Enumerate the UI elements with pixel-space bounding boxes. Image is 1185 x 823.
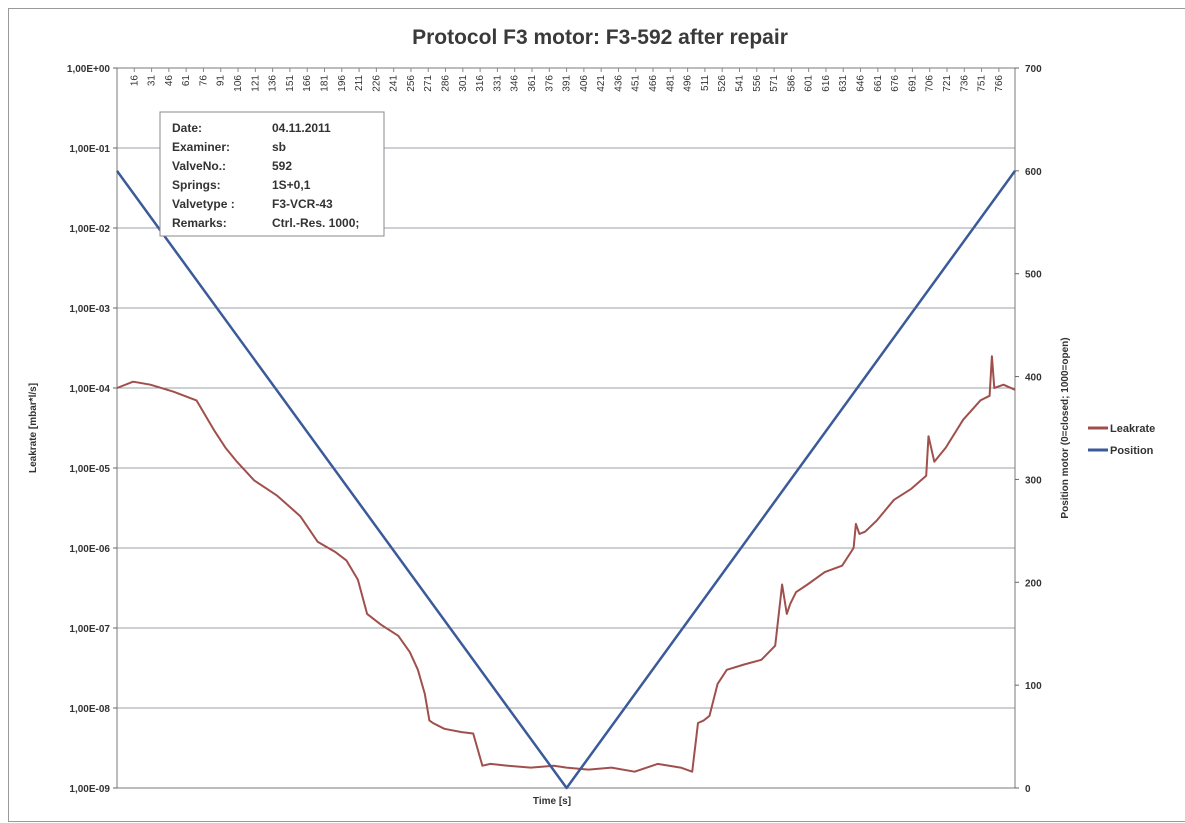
x-tick-label: 511 [700,75,711,91]
left-tick-label: 1,00E-09 [69,784,110,795]
legend: Leakrate Position [1088,423,1155,457]
x-tick-label: 31 [147,75,158,87]
right-axis-ticks: 700 600 500 400 300 200 100 0 [1015,64,1042,795]
x-tick-label: 91 [216,75,227,87]
x-tick-label: 271 [423,75,434,92]
x-tick-label: 106 [233,75,244,92]
info-value: sb [272,140,286,154]
x-tick-label: 301 [458,75,469,92]
legend-label-leakrate: Leakrate [1110,423,1155,435]
info-value: 04.11.2011 [272,121,331,135]
x-tick-label: 361 [527,75,538,92]
right-tick-label: 300 [1025,475,1042,486]
info-label: Springs: [172,178,221,192]
left-tick-label: 1,00E-03 [69,304,110,315]
left-tick-label: 1,00E+00 [67,64,111,75]
x-tick-labels: 16 31 46 61 76 91 106 121 136 151 166 181 196 211 226 2… [129,68,1005,92]
x-tick-label: 646 [856,75,867,92]
left-tick-label: 1,00E-02 [69,224,110,235]
info-label: Examiner: [172,140,230,154]
x-tick-label: 691 [907,75,918,92]
x-tick-label: 241 [389,75,400,92]
x-tick-label: 556 [752,75,763,92]
info-label: Valvetype : [172,197,235,211]
left-tick-label: 1,00E-07 [69,624,110,635]
x-tick-label: 421 [596,75,607,92]
x-tick-label: 196 [337,75,348,92]
legend-label-position: Position [1110,445,1154,457]
right-tick-label: 0 [1025,784,1031,795]
x-tick-label: 466 [648,75,659,92]
x-tick-label: 706 [925,75,936,92]
x-tick-label: 676 [890,75,901,92]
info-box-border [159,111,385,237]
x-tick-label: 286 [441,75,452,92]
x-tick-label: 736 [959,75,970,92]
x-tick-label: 436 [613,75,624,92]
x-tick-label: 16 [129,75,140,87]
left-tick-label: 1,00E-06 [69,544,110,555]
left-tick-label: 1,00E-05 [69,464,110,475]
left-tick-label: 1,00E-01 [69,144,110,155]
info-value: Ctrl.-Res. 1000; [272,216,359,230]
left-tick-label: 1,00E-04 [69,384,110,395]
info-label: ValveNo.: [172,159,226,173]
series [115,170,1017,790]
chart-title: Protocol F3 motor: F3-592 after repair [412,26,788,49]
x-tick-label: 226 [371,75,382,92]
right-tick-label: 200 [1025,578,1042,589]
series-line-leakrate [116,355,1016,773]
x-tick-label: 211 [354,75,365,91]
x-axis-label: Time [s] [533,796,571,807]
right-tick-label: 500 [1025,270,1042,281]
info-value: F3-VCR-43 [272,197,333,211]
series-line-position [115,170,1017,790]
x-tick-label: 391 [562,75,573,92]
x-tick-label: 661 [873,75,884,92]
x-tick-label: 631 [838,75,849,92]
info-label: Remarks: [172,216,227,230]
right-axis-label: Position motor (0=closed; 1000=open) [1060,337,1071,518]
x-tick-label: 616 [821,75,832,92]
x-tick-label: 166 [302,75,313,92]
x-tick-label: 481 [665,75,676,92]
x-tick-label: 571 [769,75,780,92]
x-tick-label: 121 [250,75,261,92]
x-tick-label: 541 [734,75,745,92]
x-tick-label: 766 [994,75,1005,92]
x-tick-label: 46 [164,75,175,87]
x-tick-label: 346 [510,75,521,92]
x-tick-label: 751 [977,75,988,92]
x-tick-label: 151 [285,75,296,92]
x-tick-label: 526 [717,75,728,92]
x-tick-label: 601 [804,75,815,92]
x-tick-label: 406 [579,75,590,92]
right-tick-label: 400 [1025,373,1042,384]
x-tick-label: 721 [942,75,953,92]
x-tick-label: 316 [475,75,486,92]
x-tick-label: 586 [786,75,797,92]
info-label: Date: [172,121,202,135]
right-tick-label: 100 [1025,681,1042,692]
x-tick-label: 496 [683,75,694,92]
left-tick-label: 1,00E-08 [69,704,110,715]
x-tick-label: 451 [631,75,642,92]
left-axis-label: Leakrate [mbar*l/s] [28,383,39,473]
right-tick-label: 600 [1025,167,1042,178]
x-tick-label: 331 [492,75,503,92]
info-box: Date: 04.11.2011 Examiner: sb ValveNo.: 592 Sp… [159,111,385,237]
x-tick-label: 181 [319,75,330,92]
info-value: 1S+0,1 [272,178,311,192]
left-axis-ticks: 1,00E+00 1,00E-01 1,00E-02 1,00E-03 1,00E-04… [67,64,117,795]
x-tick-label: 61 [181,75,192,87]
x-tick-label: 256 [406,75,417,92]
x-tick-label: 136 [268,75,279,92]
right-tick-label: 700 [1025,64,1042,75]
info-value: 592 [272,159,292,173]
x-tick-label: 376 [544,75,555,92]
x-tick-label: 76 [198,75,209,87]
